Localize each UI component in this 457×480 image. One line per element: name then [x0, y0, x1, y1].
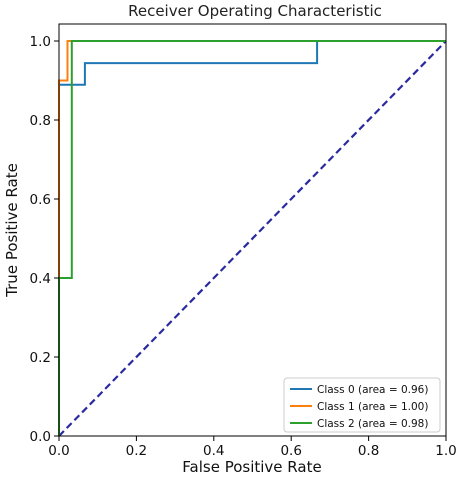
- y-tick-label: 0.8: [30, 113, 51, 129]
- y-tick-label: 0.6: [30, 192, 51, 208]
- legend-box: [283, 377, 441, 433]
- x-tick-label: 0.6: [280, 443, 301, 459]
- x-tick-label: 0.4: [203, 443, 224, 459]
- reference-diagonal-line: [58, 40, 447, 437]
- chart-title: Receiver Operating Characteristic: [128, 2, 382, 20]
- y-axis-label: True Positive Rate: [3, 163, 21, 298]
- plot-frame: [58, 23, 447, 437]
- y-tick-label: 0.2: [30, 350, 51, 366]
- legend: Class 0 (area = 0.96) Class 1 (area = 1.0…: [283, 377, 441, 433]
- y-tick-label: 0.0: [30, 429, 51, 445]
- x-axis-ticks: 0.0 0.2 0.4 0.6 0.8 1.0: [48, 436, 457, 459]
- y-tick-label: 1.0: [30, 34, 51, 50]
- x-axis-label: False Positive Rate: [182, 458, 321, 476]
- reference-layer: [58, 40, 447, 437]
- x-tick-label: 0.2: [126, 443, 147, 459]
- y-axis-ticks: 0.0 0.2 0.4 0.6 0.8 1.0: [30, 34, 59, 445]
- legend-label-class-1: Class 1 (area = 1.00): [317, 401, 428, 413]
- plot-area: [59, 24, 446, 436]
- x-tick-label: 0.0: [48, 443, 69, 459]
- y-tick-label: 0.4: [30, 271, 51, 287]
- legend-label-class-0: Class 0 (area = 0.96): [317, 384, 428, 396]
- x-tick-label: 0.8: [358, 443, 379, 459]
- x-tick-label: 1.0: [435, 443, 456, 459]
- legend-label-class-2: Class 2 (area = 0.98): [317, 418, 428, 430]
